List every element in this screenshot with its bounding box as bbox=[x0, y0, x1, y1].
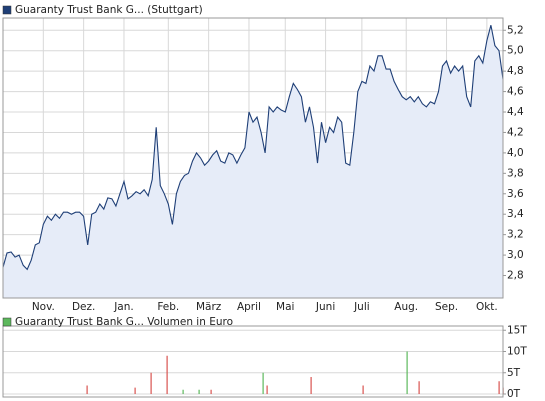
y-tick-label: 4,2 bbox=[507, 126, 524, 138]
y-tick-label: 4,8 bbox=[507, 65, 524, 77]
y-tick-label: 3,2 bbox=[507, 229, 524, 241]
volume-bar bbox=[310, 377, 312, 394]
y-tick-label: 5T bbox=[507, 367, 521, 379]
plot-frame bbox=[2, 17, 504, 299]
y-tick-label: 5,0 bbox=[507, 45, 524, 57]
volume-bar bbox=[210, 389, 212, 394]
plot-background bbox=[3, 326, 503, 397]
y-tick-label: 3,0 bbox=[507, 249, 524, 261]
y-tick-label: 3,4 bbox=[507, 208, 524, 220]
volume-bar bbox=[150, 372, 152, 394]
volume-bar bbox=[166, 355, 168, 394]
volume-bar bbox=[134, 387, 136, 394]
y-tick-label: 2,8 bbox=[507, 270, 524, 282]
y-tick-label: 10T bbox=[507, 346, 527, 358]
volume-bar bbox=[362, 385, 364, 394]
volume-bar bbox=[86, 385, 88, 394]
x-tick-label: Sep. bbox=[435, 301, 458, 313]
area bbox=[3, 25, 503, 298]
legend-label: Guaranty Trust Bank G... Volumen in Euro bbox=[15, 316, 233, 328]
y-tick-label: 4,0 bbox=[507, 147, 524, 159]
volume-bar bbox=[498, 381, 500, 394]
legend-swatch bbox=[2, 317, 12, 327]
x-tick-label: Jan. bbox=[113, 301, 134, 313]
volume-bar bbox=[198, 389, 200, 394]
legend-label: Guaranty Trust Bank G... (Stuttgart) bbox=[15, 4, 203, 16]
x-tick-label: Nov. bbox=[32, 301, 55, 313]
y-tick-label: 0T bbox=[507, 388, 521, 400]
y-tick-label: 15T bbox=[507, 324, 527, 336]
volume-bar bbox=[418, 381, 420, 394]
y-tick-label: 4,6 bbox=[507, 86, 524, 98]
y-tick-label: 3,6 bbox=[507, 188, 524, 200]
volume-bar bbox=[266, 385, 268, 394]
price-line bbox=[2, 25, 504, 271]
x-tick-label: März bbox=[196, 301, 222, 313]
y-tick-label: 5,2 bbox=[507, 24, 524, 36]
y-tick-label: 3,8 bbox=[507, 167, 524, 179]
x-tick-label: Aug. bbox=[394, 301, 418, 313]
plot-frame bbox=[2, 325, 504, 398]
x-tick-label: Juni bbox=[315, 301, 335, 313]
legend-swatch bbox=[2, 5, 12, 15]
x-tick-label: Feb. bbox=[157, 301, 179, 313]
volume-bar bbox=[182, 389, 184, 394]
x-tick-label: Mai bbox=[276, 301, 294, 313]
volume-bar bbox=[262, 372, 264, 394]
x-tick-label: April bbox=[237, 301, 261, 313]
volume-bar bbox=[406, 351, 408, 394]
x-tick-label: Okt. bbox=[476, 301, 498, 313]
x-tick-label: Juli bbox=[353, 301, 370, 313]
x-tick-label: Dez. bbox=[72, 301, 95, 313]
y-tick-label: 4,4 bbox=[507, 106, 524, 118]
